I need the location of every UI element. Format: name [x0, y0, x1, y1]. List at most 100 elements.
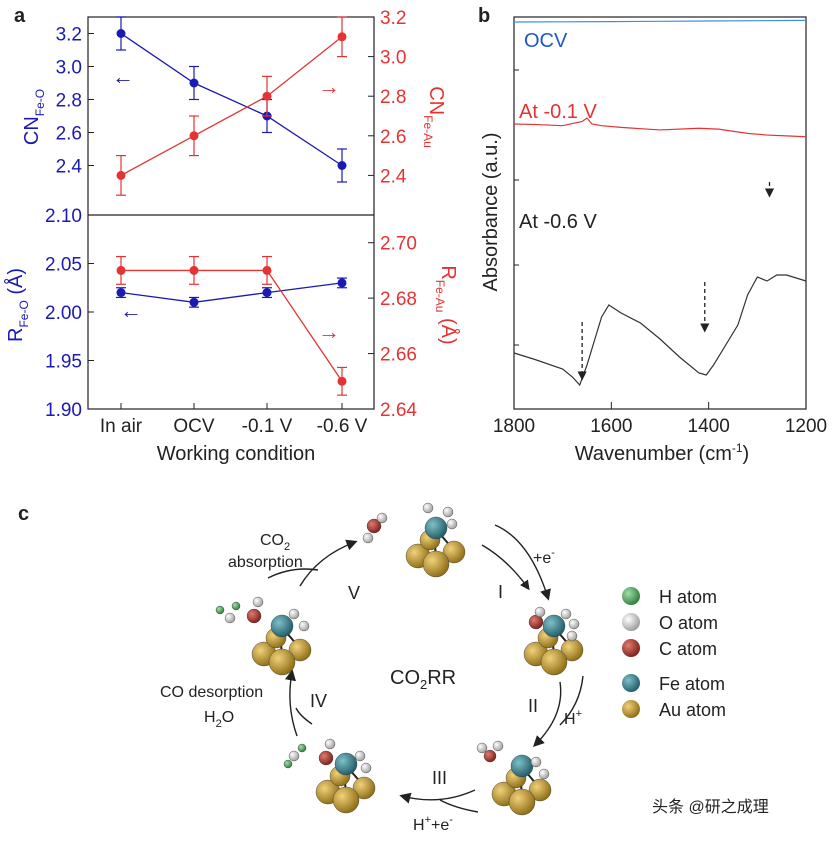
fe-atom: [424, 516, 448, 540]
o-atom: [442, 506, 454, 518]
au-atom: [268, 648, 296, 676]
panel-b-chart: 1800 1600 1400 1200 OCV At -0.1 V At -0.6 V…: [480, 16, 827, 465]
top-left-tick-label: 2.6: [56, 124, 82, 145]
legend-label: Fe atom: [659, 674, 725, 694]
o-atom: [476, 742, 488, 754]
legend-label: C atom: [659, 639, 717, 659]
series-label-minus-0-6v: At -0.6 V: [519, 211, 597, 233]
top-right-direction-arrow: →: [318, 74, 340, 99]
arrow-step-II-input: [559, 675, 584, 726]
bottom-right-tick-label: 2.70: [380, 234, 417, 255]
panel-b-y-axis-title: Absorbance (a.u.): [480, 133, 502, 292]
o-atom: [560, 608, 572, 620]
top-right-tick-label: 3.0: [380, 48, 406, 69]
top-left-direction-arrow: ←: [112, 64, 134, 89]
o-atom: [566, 630, 578, 642]
o-atom: [252, 596, 264, 608]
top-series-line-1: [120, 36, 343, 176]
label-co-desorption: CO desorption: [160, 684, 263, 701]
o-atom: [568, 618, 580, 630]
series-label-minus-0-1v: At -0.1 V: [519, 101, 597, 123]
arrow-step-IV: [284, 669, 298, 737]
panel-b-x-axis-title: Wavenumber (cm-1): [575, 441, 749, 465]
bottom-right-tick-label: 2.68: [380, 289, 417, 310]
arrow-step-IV-output: [295, 707, 313, 725]
bottom-left-tick-label: 2.05: [45, 255, 82, 276]
bottom-data-point: [337, 376, 347, 386]
panel-b-x-tick-label: 1400: [688, 416, 730, 437]
cluster-left-bottom: [283, 738, 376, 814]
o-atom: [224, 612, 236, 624]
step-label-IV: IV: [310, 691, 327, 711]
panel-a-x-tick-label: -0.6 V: [317, 416, 368, 437]
cluster-top: [362, 502, 466, 578]
panel-a-x-tick-label: -0.1 V: [242, 416, 293, 437]
legend-swatch: [622, 587, 640, 605]
o-atom: [354, 750, 366, 762]
h-atom: [215, 605, 225, 615]
top-data-point: [189, 131, 199, 141]
arrow-step-III-input: [439, 799, 479, 813]
bottom-right-tick-label: 2.64: [380, 400, 417, 421]
step-label-II: II: [528, 696, 538, 716]
step-label-I: I: [498, 582, 503, 602]
legend-label: H atom: [659, 587, 717, 607]
o-atom: [288, 750, 300, 762]
top-right-tick-label: 2.4: [380, 166, 407, 187]
o-atom: [530, 756, 542, 768]
o-atom: [492, 740, 504, 752]
step-label-III: III: [432, 768, 447, 788]
arrow-step-III: [399, 789, 476, 804]
au-atom: [540, 648, 568, 676]
arrow-step-I-a: [481, 544, 530, 591]
spectrum-line-0: [513, 19, 807, 23]
top-data-point: [337, 32, 347, 42]
o-atom: [446, 518, 458, 530]
h-atom: [283, 759, 293, 769]
fe-atom: [510, 754, 534, 778]
o-atom: [534, 606, 546, 618]
panel-a-x-tick-label: OCV: [173, 416, 215, 437]
top-left-tick-label: 2.10: [45, 206, 82, 227]
panel-c-diagram: I II III IV V +e- H+ H++e- CO desorption…: [160, 502, 726, 834]
label-proton-electron: H++e-: [413, 814, 453, 834]
c-atom: [246, 608, 262, 624]
o-atom: [538, 768, 550, 780]
c-atom: [318, 750, 334, 766]
top-data-point: [116, 29, 126, 38]
spectrum-line-2: [513, 274, 807, 387]
o-atom: [324, 738, 336, 750]
c-atom: [483, 749, 497, 763]
panel-a-x-axis-title: Working condition: [157, 443, 316, 465]
bottom-left-tick-label: 1.90: [45, 400, 82, 421]
au-atom: [332, 786, 360, 814]
o-atom: [362, 532, 374, 544]
arrow-step-V-input: [267, 568, 319, 579]
h-atom: [297, 743, 307, 753]
series-label-ocv: OCV: [524, 30, 568, 52]
legend-label: O atom: [659, 613, 718, 633]
au-atom: [352, 776, 376, 800]
panel-a-x-tick-label: In air: [100, 416, 143, 437]
top-left-axis-title: CNFe-O: [21, 89, 47, 145]
o-atom: [360, 762, 372, 774]
label-proton: H+: [564, 708, 582, 728]
top-left-tick-label: 2.8: [56, 91, 82, 112]
bottom-right-axis-title: RFe-Au (Å): [433, 265, 460, 344]
legend-swatch: [622, 674, 640, 692]
panel-label-c: c: [18, 503, 29, 525]
bottom-data-point: [262, 265, 272, 275]
au-atom: [422, 550, 450, 578]
bottom-left-tick-label: 1.95: [45, 352, 82, 373]
bottom-data-point: [189, 265, 199, 275]
o-atom: [288, 608, 300, 620]
top-left-tick-label: 3.2: [56, 25, 82, 46]
bottom-left-direction-arrow: ←: [120, 298, 142, 323]
bottom-series-line-1: [121, 269, 343, 382]
arrow-step-II: [533, 681, 562, 747]
top-right-axis-title: CNFe-Au: [421, 86, 447, 148]
panel-a-chart: 2.10 2.4 2.6 2.8 3.0 3.2 2.4 2.6 2.8 3.0 3.2 1.90 1…: [4, 8, 460, 465]
step-label-V: V: [348, 583, 360, 603]
cycle-center-label: CO2RR: [390, 667, 456, 692]
bottom-data-point: [189, 297, 199, 307]
